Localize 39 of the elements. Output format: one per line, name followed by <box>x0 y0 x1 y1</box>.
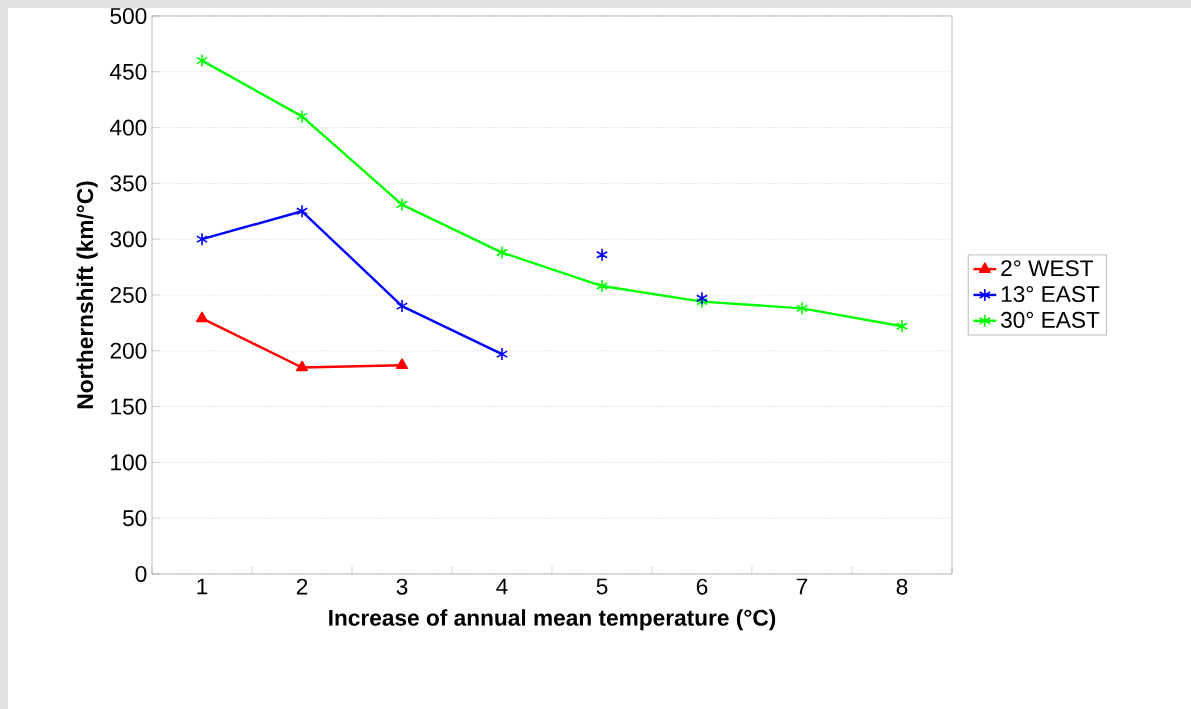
point <box>796 301 809 316</box>
x-axis-title: Increase of annual mean temperature (°C) <box>329 609 776 631</box>
y-tick-label: 250 <box>110 286 147 303</box>
x-tick-label: 3 <box>396 578 408 595</box>
point <box>196 53 208 68</box>
x-tick-label: 7 <box>796 578 808 595</box>
y-tick-label: 350 <box>110 175 147 192</box>
point <box>296 109 309 124</box>
point <box>596 279 608 293</box>
point <box>296 360 309 372</box>
y-tick-label: 300 <box>110 231 147 248</box>
point <box>396 358 408 370</box>
point <box>396 299 408 313</box>
point <box>596 247 608 262</box>
y-tick-label: 0 <box>135 565 147 582</box>
point <box>496 245 509 260</box>
legend-label: 2° WEST <box>1001 260 1094 277</box>
y-tick-label: 400 <box>110 119 147 136</box>
point <box>196 232 208 246</box>
y-tick-label: 50 <box>122 510 147 527</box>
point <box>196 311 208 323</box>
point <box>296 204 309 219</box>
point <box>496 347 509 361</box>
y-tick-label: 500 <box>110 7 147 24</box>
x-tick-label: 4 <box>496 578 508 595</box>
y-tick-label: 450 <box>110 63 147 80</box>
y-axis-title: Northernshift (km/°C) <box>76 181 98 409</box>
x-tick-label: 6 <box>696 578 708 595</box>
legend-label: 30° EAST <box>1000 311 1100 328</box>
x-tick-label: 2 <box>296 578 308 595</box>
point <box>396 197 408 212</box>
legend-label: 13° EAST <box>1001 286 1100 303</box>
y-tick-label: 200 <box>110 342 147 359</box>
x-tick-label: 8 <box>896 578 908 595</box>
x-tick-label: 1 <box>197 578 208 595</box>
y-tick-label: 100 <box>111 454 147 471</box>
y-tick-label: 150 <box>111 398 147 415</box>
point <box>896 319 908 333</box>
x-tick-label: 5 <box>596 578 608 595</box>
